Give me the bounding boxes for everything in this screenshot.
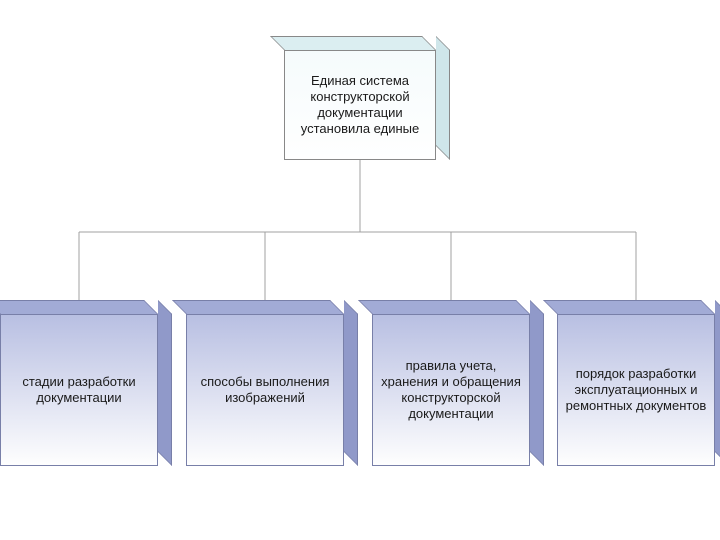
- child-node-3-top-face: [543, 300, 715, 314]
- child-node-2: правила учета, хранения и обращения конс…: [372, 300, 544, 466]
- child-node-2-side-face: [530, 300, 544, 466]
- root-node: Единая система конструкторской документа…: [284, 36, 450, 160]
- child-node-1: способы выполнения изображений: [186, 300, 358, 466]
- child-node-3: порядок разработки эксплуатационных и ре…: [557, 300, 720, 466]
- child-node-0-front-face: стадии разработки документации: [0, 314, 158, 466]
- child-node-3-label: порядок разработки эксплуатационных и ре…: [564, 366, 708, 415]
- child-node-2-label: правила учета, хранения и обращения конс…: [379, 358, 523, 423]
- child-node-0-side-face: [158, 300, 172, 466]
- child-node-0: стадии разработки документации: [0, 300, 172, 466]
- root-node-side-face: [436, 36, 450, 160]
- child-node-0-label: стадии разработки документации: [7, 374, 151, 407]
- root-node-label: Единая система конструкторской документа…: [291, 73, 429, 138]
- child-node-1-top-face: [172, 300, 344, 314]
- child-node-1-label: способы выполнения изображений: [193, 374, 337, 407]
- child-node-3-front-face: порядок разработки эксплуатационных и ре…: [557, 314, 715, 466]
- child-node-1-side-face: [344, 300, 358, 466]
- child-node-0-top-face: [0, 300, 158, 314]
- root-node-top-face: [270, 36, 436, 50]
- child-node-2-top-face: [358, 300, 530, 314]
- child-node-3-side-face: [715, 300, 720, 466]
- child-node-2-front-face: правила учета, хранения и обращения конс…: [372, 314, 530, 466]
- child-node-1-front-face: способы выполнения изображений: [186, 314, 344, 466]
- root-node-front-face: Единая система конструкторской документа…: [284, 50, 436, 160]
